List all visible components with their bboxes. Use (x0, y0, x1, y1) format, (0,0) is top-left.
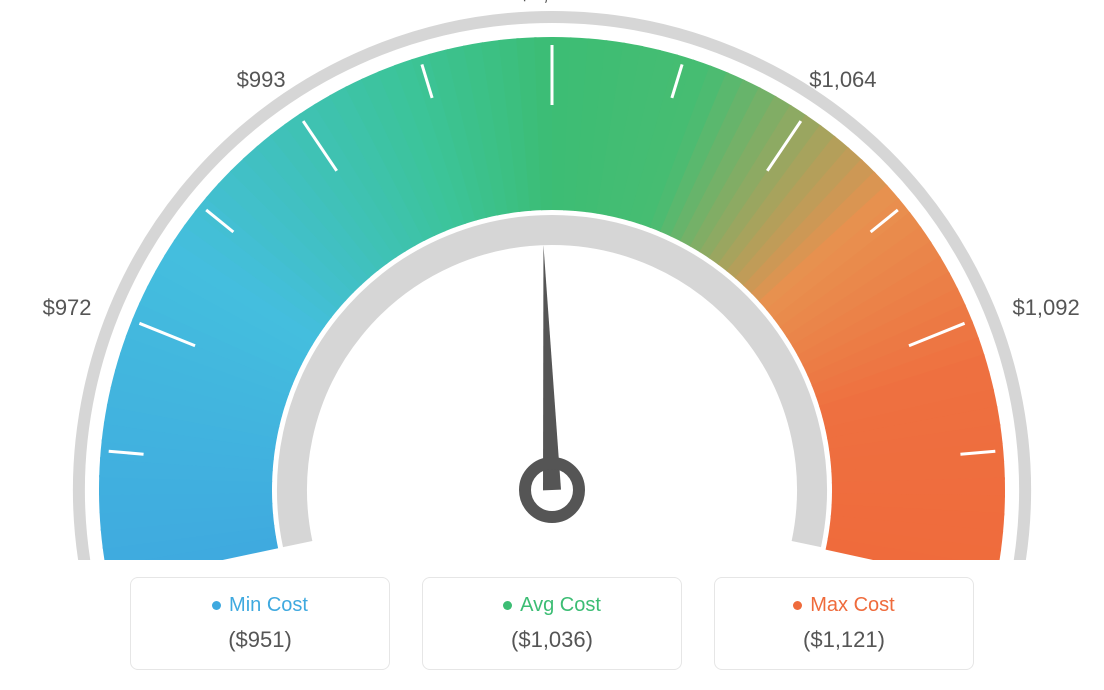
legend-card-max: Max Cost ($1,121) (714, 577, 974, 670)
legend-value-max: ($1,121) (803, 627, 885, 653)
legend-row: Min Cost ($951) Avg Cost ($1,036) Max Co… (130, 577, 974, 670)
legend-label-max: Max Cost (810, 594, 894, 617)
legend-title-max: Max Cost (793, 594, 894, 617)
legend-title-min: Min Cost (212, 594, 308, 617)
svg-text:$1,064: $1,064 (809, 67, 876, 92)
legend-label-avg: Avg Cost (520, 594, 601, 617)
gauge-chart: $951$972$993$1,036$1,064$1,092$1,121 Min… (0, 0, 1104, 690)
legend-title-avg: Avg Cost (503, 594, 601, 617)
legend-dot-min (212, 601, 221, 610)
legend-value-min: ($951) (228, 627, 292, 653)
svg-text:$1,036: $1,036 (518, 0, 585, 5)
legend-card-avg: Avg Cost ($1,036) (422, 577, 682, 670)
svg-text:$993: $993 (237, 67, 286, 92)
legend-dot-avg (503, 601, 512, 610)
legend-value-avg: ($1,036) (511, 627, 593, 653)
legend-label-min: Min Cost (229, 594, 308, 617)
svg-text:$1,092: $1,092 (1012, 295, 1079, 320)
svg-text:$972: $972 (43, 295, 92, 320)
gauge-svg: $951$972$993$1,036$1,064$1,092$1,121 (0, 0, 1104, 560)
legend-card-min: Min Cost ($951) (130, 577, 390, 670)
legend-dot-max (793, 601, 802, 610)
